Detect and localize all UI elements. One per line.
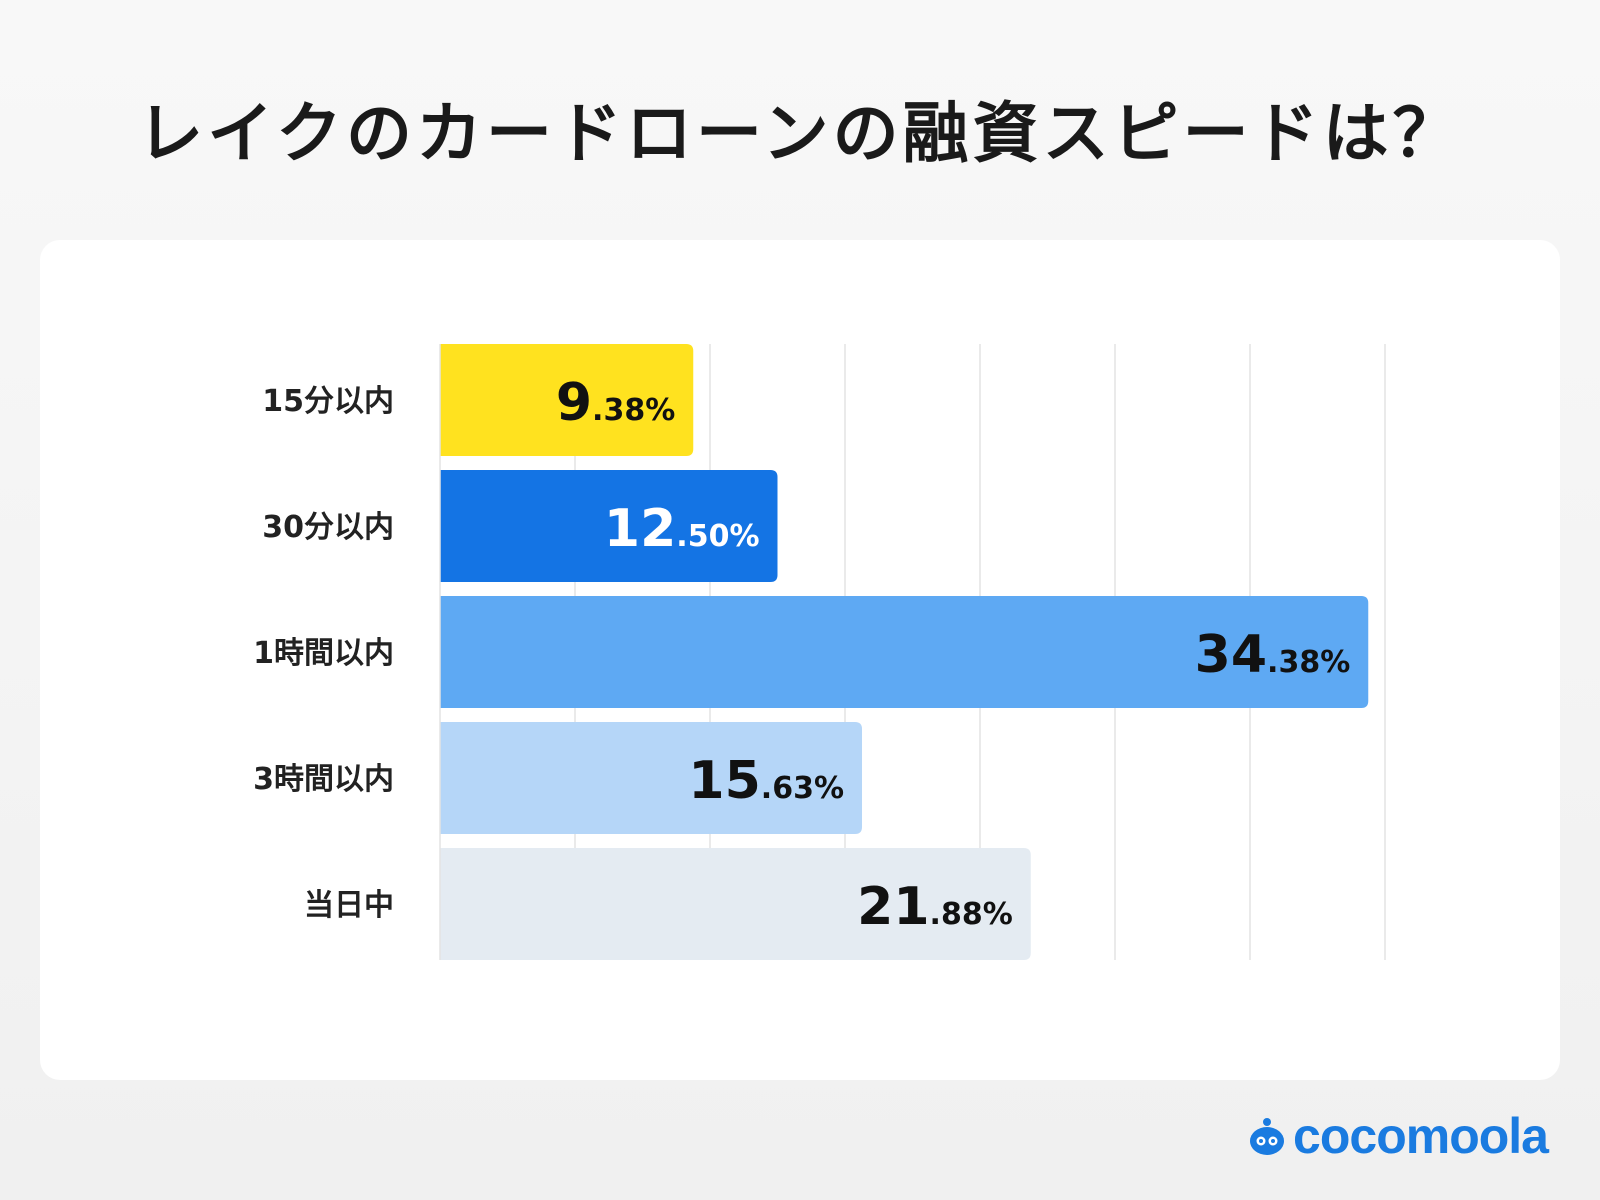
brand-name: cocomoola bbox=[1293, 1108, 1549, 1164]
category-label: 30分以内 bbox=[262, 510, 394, 545]
data-label: 34.38% bbox=[1195, 625, 1351, 685]
bar-group: 3時間以内 15.63% bbox=[253, 722, 863, 834]
mascot-icon bbox=[1250, 1118, 1285, 1155]
data-label-dec: .63% bbox=[761, 771, 844, 806]
bar bbox=[440, 848, 1031, 960]
bar bbox=[440, 596, 1369, 708]
data-label-int: 15 bbox=[688, 751, 760, 811]
data-label-dec: .88% bbox=[930, 897, 1013, 932]
bar-group: 15分以内 9.38% bbox=[262, 344, 694, 456]
bar bbox=[440, 722, 863, 834]
data-label-int: 34 bbox=[1195, 625, 1267, 685]
data-label-dec: .38% bbox=[1267, 645, 1350, 680]
data-label: 15.63% bbox=[688, 751, 844, 811]
bar bbox=[440, 470, 778, 582]
category-label: 15分以内 bbox=[262, 384, 394, 419]
bar bbox=[440, 344, 694, 456]
data-label-dec: .50% bbox=[676, 519, 759, 554]
data-label: 21.88% bbox=[857, 877, 1013, 937]
page-title: レイクのカードローンの融資スピードは？ bbox=[137, 95, 1463, 172]
category-label: 1時間以内 bbox=[253, 636, 394, 671]
data-label-int: 9 bbox=[556, 373, 592, 433]
data-label-int: 21 bbox=[857, 877, 929, 937]
bar-group: 30分以内 12.50% bbox=[262, 470, 778, 582]
data-label-dec: .38% bbox=[592, 393, 675, 428]
data-label: 9.38% bbox=[556, 373, 675, 433]
bar-group: 当日中 21.88% bbox=[304, 848, 1031, 960]
chart-card: 15分以内 9.38% 30分以内 12.50% 1時間以内 34.38% 3時間以内 15.… bbox=[40, 240, 1560, 1080]
category-label: 当日中 bbox=[304, 888, 394, 923]
brand-logo: cocomoola bbox=[1247, 1108, 1549, 1164]
bar-group: 1時間以内 34.38% bbox=[253, 596, 1369, 708]
data-label-int: 12 bbox=[604, 499, 676, 559]
category-label: 3時間以内 bbox=[253, 762, 394, 797]
bar-chart: 15分以内 9.38%30分以内 12.50%1時間以内 34.38%3時間以内 15.… bbox=[253, 344, 1386, 960]
data-label: 12.50% bbox=[604, 499, 760, 559]
